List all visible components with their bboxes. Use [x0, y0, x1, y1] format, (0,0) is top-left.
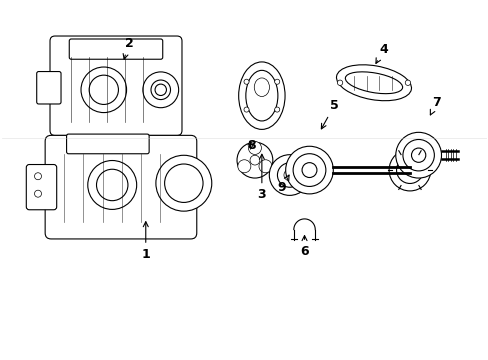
Ellipse shape	[238, 62, 285, 129]
Circle shape	[388, 149, 430, 191]
FancyBboxPatch shape	[66, 134, 149, 154]
Circle shape	[302, 163, 316, 177]
Circle shape	[337, 80, 342, 85]
Ellipse shape	[336, 65, 410, 101]
Circle shape	[396, 157, 423, 184]
Circle shape	[88, 161, 137, 210]
Circle shape	[164, 164, 203, 202]
Circle shape	[237, 160, 250, 173]
Text: 7: 7	[429, 96, 440, 115]
FancyBboxPatch shape	[45, 135, 196, 239]
FancyBboxPatch shape	[50, 36, 182, 135]
Circle shape	[156, 155, 211, 211]
Text: 6: 6	[300, 236, 308, 258]
Text: 4: 4	[375, 42, 387, 63]
Circle shape	[81, 67, 126, 113]
Circle shape	[155, 84, 166, 95]
Circle shape	[405, 80, 410, 85]
Circle shape	[402, 139, 433, 171]
Ellipse shape	[254, 78, 269, 96]
Circle shape	[244, 79, 248, 84]
Circle shape	[269, 155, 309, 195]
Text: 5: 5	[321, 99, 338, 129]
Circle shape	[249, 155, 259, 165]
Circle shape	[96, 169, 128, 201]
Circle shape	[292, 154, 325, 186]
Circle shape	[285, 146, 333, 194]
Ellipse shape	[345, 72, 402, 94]
Circle shape	[411, 148, 425, 162]
Circle shape	[151, 80, 170, 100]
FancyBboxPatch shape	[69, 39, 163, 59]
Circle shape	[277, 163, 301, 187]
Circle shape	[89, 75, 118, 104]
Circle shape	[259, 160, 271, 173]
Circle shape	[248, 141, 261, 154]
Circle shape	[244, 107, 248, 112]
Circle shape	[284, 169, 295, 181]
Text: 9: 9	[277, 175, 288, 194]
FancyBboxPatch shape	[26, 165, 57, 210]
Text: 2: 2	[123, 37, 133, 59]
Text: 8: 8	[247, 139, 256, 152]
Circle shape	[35, 190, 41, 197]
Text: 3: 3	[257, 154, 265, 201]
Circle shape	[237, 142, 272, 178]
Circle shape	[35, 173, 41, 180]
Circle shape	[274, 107, 279, 112]
Circle shape	[142, 72, 178, 108]
Circle shape	[395, 132, 441, 178]
Circle shape	[274, 79, 279, 84]
Text: 1: 1	[141, 222, 150, 261]
Ellipse shape	[245, 70, 277, 121]
FancyBboxPatch shape	[37, 72, 61, 104]
